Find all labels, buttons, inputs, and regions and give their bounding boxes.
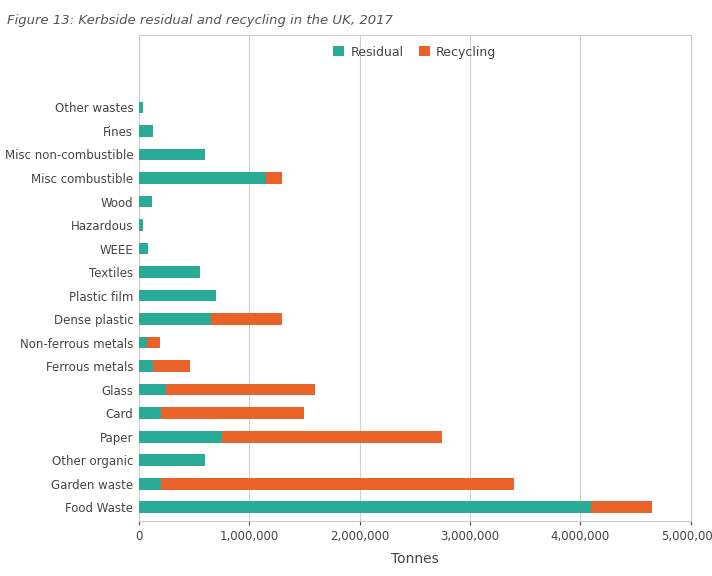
Bar	[147, 337, 159, 348]
Bar	[139, 290, 216, 301]
Bar	[139, 242, 147, 255]
Bar	[211, 313, 282, 325]
Bar	[139, 149, 205, 160]
Bar	[139, 196, 152, 207]
Bar	[221, 431, 442, 442]
Bar	[139, 501, 591, 513]
Bar	[139, 431, 221, 442]
Text: Figure 13: Kerbside residual and recycling in the UK, 2017: Figure 13: Kerbside residual and recycli…	[7, 14, 393, 28]
Bar	[139, 407, 161, 419]
Bar	[139, 313, 211, 325]
Bar	[153, 360, 189, 372]
Bar	[139, 337, 147, 348]
Bar	[591, 501, 652, 513]
Bar	[139, 266, 199, 278]
X-axis label: Tonnes: Tonnes	[391, 552, 439, 566]
Bar	[139, 454, 205, 466]
Bar	[167, 384, 315, 396]
Bar	[139, 101, 143, 113]
Bar	[161, 478, 514, 490]
Bar	[139, 219, 143, 231]
Bar	[139, 125, 153, 137]
Bar	[139, 384, 167, 396]
Bar	[139, 172, 266, 184]
Bar	[139, 360, 153, 372]
Bar	[266, 172, 282, 184]
Legend: Residual, Recycling: Residual, Recycling	[328, 41, 501, 64]
Bar	[161, 407, 305, 419]
Bar	[139, 478, 161, 490]
